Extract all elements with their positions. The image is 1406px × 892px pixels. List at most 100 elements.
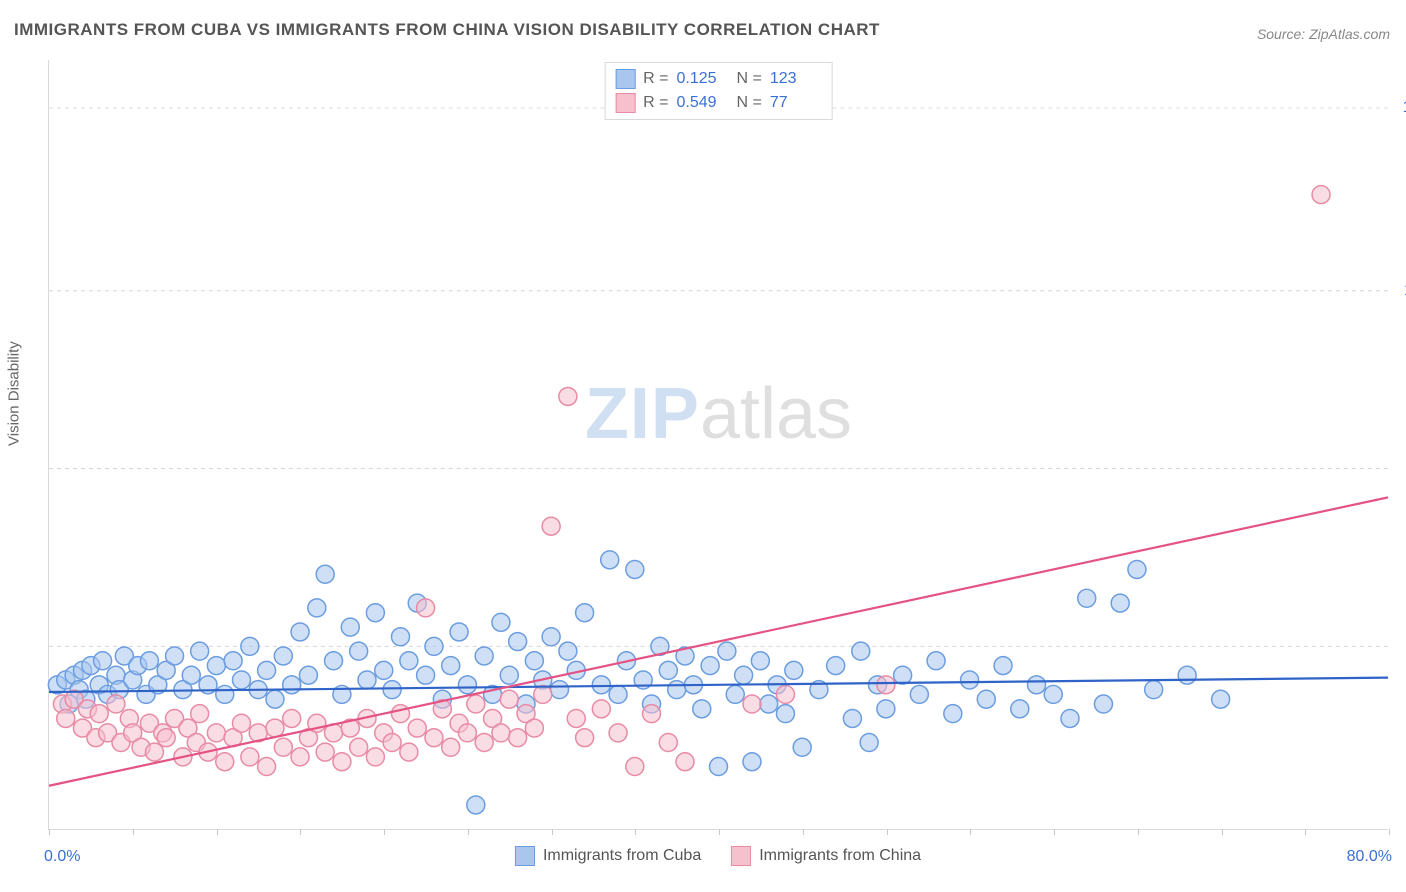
data-point [191,642,209,660]
data-point [475,647,493,665]
data-point [776,705,794,723]
x-tick [635,829,636,835]
x-tick [1138,829,1139,835]
source-attribution: Source: ZipAtlas.com [1257,26,1390,42]
data-point [417,599,435,617]
data-point [977,690,995,708]
data-point [751,652,769,670]
x-tick [1054,829,1055,835]
data-point [274,738,292,756]
data-point [266,719,284,737]
data-point [333,753,351,771]
data-point [559,642,577,660]
x-tick [300,829,301,835]
data-point [961,671,979,689]
data-point [735,666,753,684]
data-point [609,724,627,742]
data-point [492,613,510,631]
data-point [1212,690,1230,708]
data-point [57,709,75,727]
x-axis-max-label: 80.0% [1347,848,1392,866]
data-point [1111,594,1129,612]
data-point [509,729,527,747]
data-point [785,661,803,679]
data-point [145,743,163,761]
data-point [350,642,368,660]
data-point [592,700,610,718]
data-point [391,628,409,646]
n-label: N = [737,70,762,88]
data-point [609,685,627,703]
data-point [576,604,594,622]
stats-row-china: R = 0.549 N = 77 [615,91,822,115]
x-axis-min-label: 0.0% [44,848,80,866]
plot-svg [49,60,1388,829]
data-point [291,623,309,641]
n-value-china: 77 [770,94,822,112]
data-point [718,642,736,660]
data-point [710,758,728,776]
data-point [877,700,895,718]
data-point [659,661,677,679]
n-label: N = [737,94,762,112]
data-point [417,666,435,684]
data-point [1312,186,1330,204]
data-point [793,738,811,756]
data-point [299,666,317,684]
data-point [852,642,870,660]
data-point [442,657,460,675]
data-point [391,705,409,723]
y-tick-label: 15.0% [1393,99,1406,117]
data-point [241,748,259,766]
x-tick [1222,829,1223,835]
data-point [542,628,560,646]
r-label: R = [643,70,668,88]
data-point [492,724,510,742]
x-tick [217,829,218,835]
data-point [266,690,284,708]
data-point [450,623,468,641]
series-legend: Immigrants from Cuba Immigrants from Chi… [515,846,921,866]
data-point [760,695,778,713]
y-tick-label: 11.2% [1393,282,1406,300]
swatch-china [615,93,635,113]
data-point [643,705,661,723]
x-tick [133,829,134,835]
data-point [442,738,460,756]
data-point [400,652,418,670]
legend-item-cuba: Immigrants from Cuba [515,846,701,866]
data-point [743,753,761,771]
data-point [542,517,560,535]
data-point [525,652,543,670]
data-point [567,709,585,727]
data-point [467,695,485,713]
data-point [283,676,301,694]
data-point [1178,666,1196,684]
swatch-cuba [615,69,635,89]
data-point [383,681,401,699]
data-point [408,719,426,737]
data-point [475,733,493,751]
data-point [224,652,242,670]
data-point [701,657,719,675]
x-tick [468,829,469,835]
x-tick [1305,829,1306,835]
data-point [291,748,309,766]
r-label: R = [643,94,668,112]
data-point [350,738,368,756]
data-point [894,666,912,684]
chart-title: IMMIGRANTS FROM CUBA VS IMMIGRANTS FROM … [14,20,880,40]
data-point [877,676,895,694]
x-tick [970,829,971,835]
data-point [1028,676,1046,694]
data-point [927,652,945,670]
data-point [592,676,610,694]
data-point [207,657,225,675]
data-point [107,695,125,713]
data-point [241,637,259,655]
data-point [509,633,527,651]
x-tick [552,829,553,835]
data-point [726,685,744,703]
data-point [559,387,577,405]
data-point [191,705,209,723]
